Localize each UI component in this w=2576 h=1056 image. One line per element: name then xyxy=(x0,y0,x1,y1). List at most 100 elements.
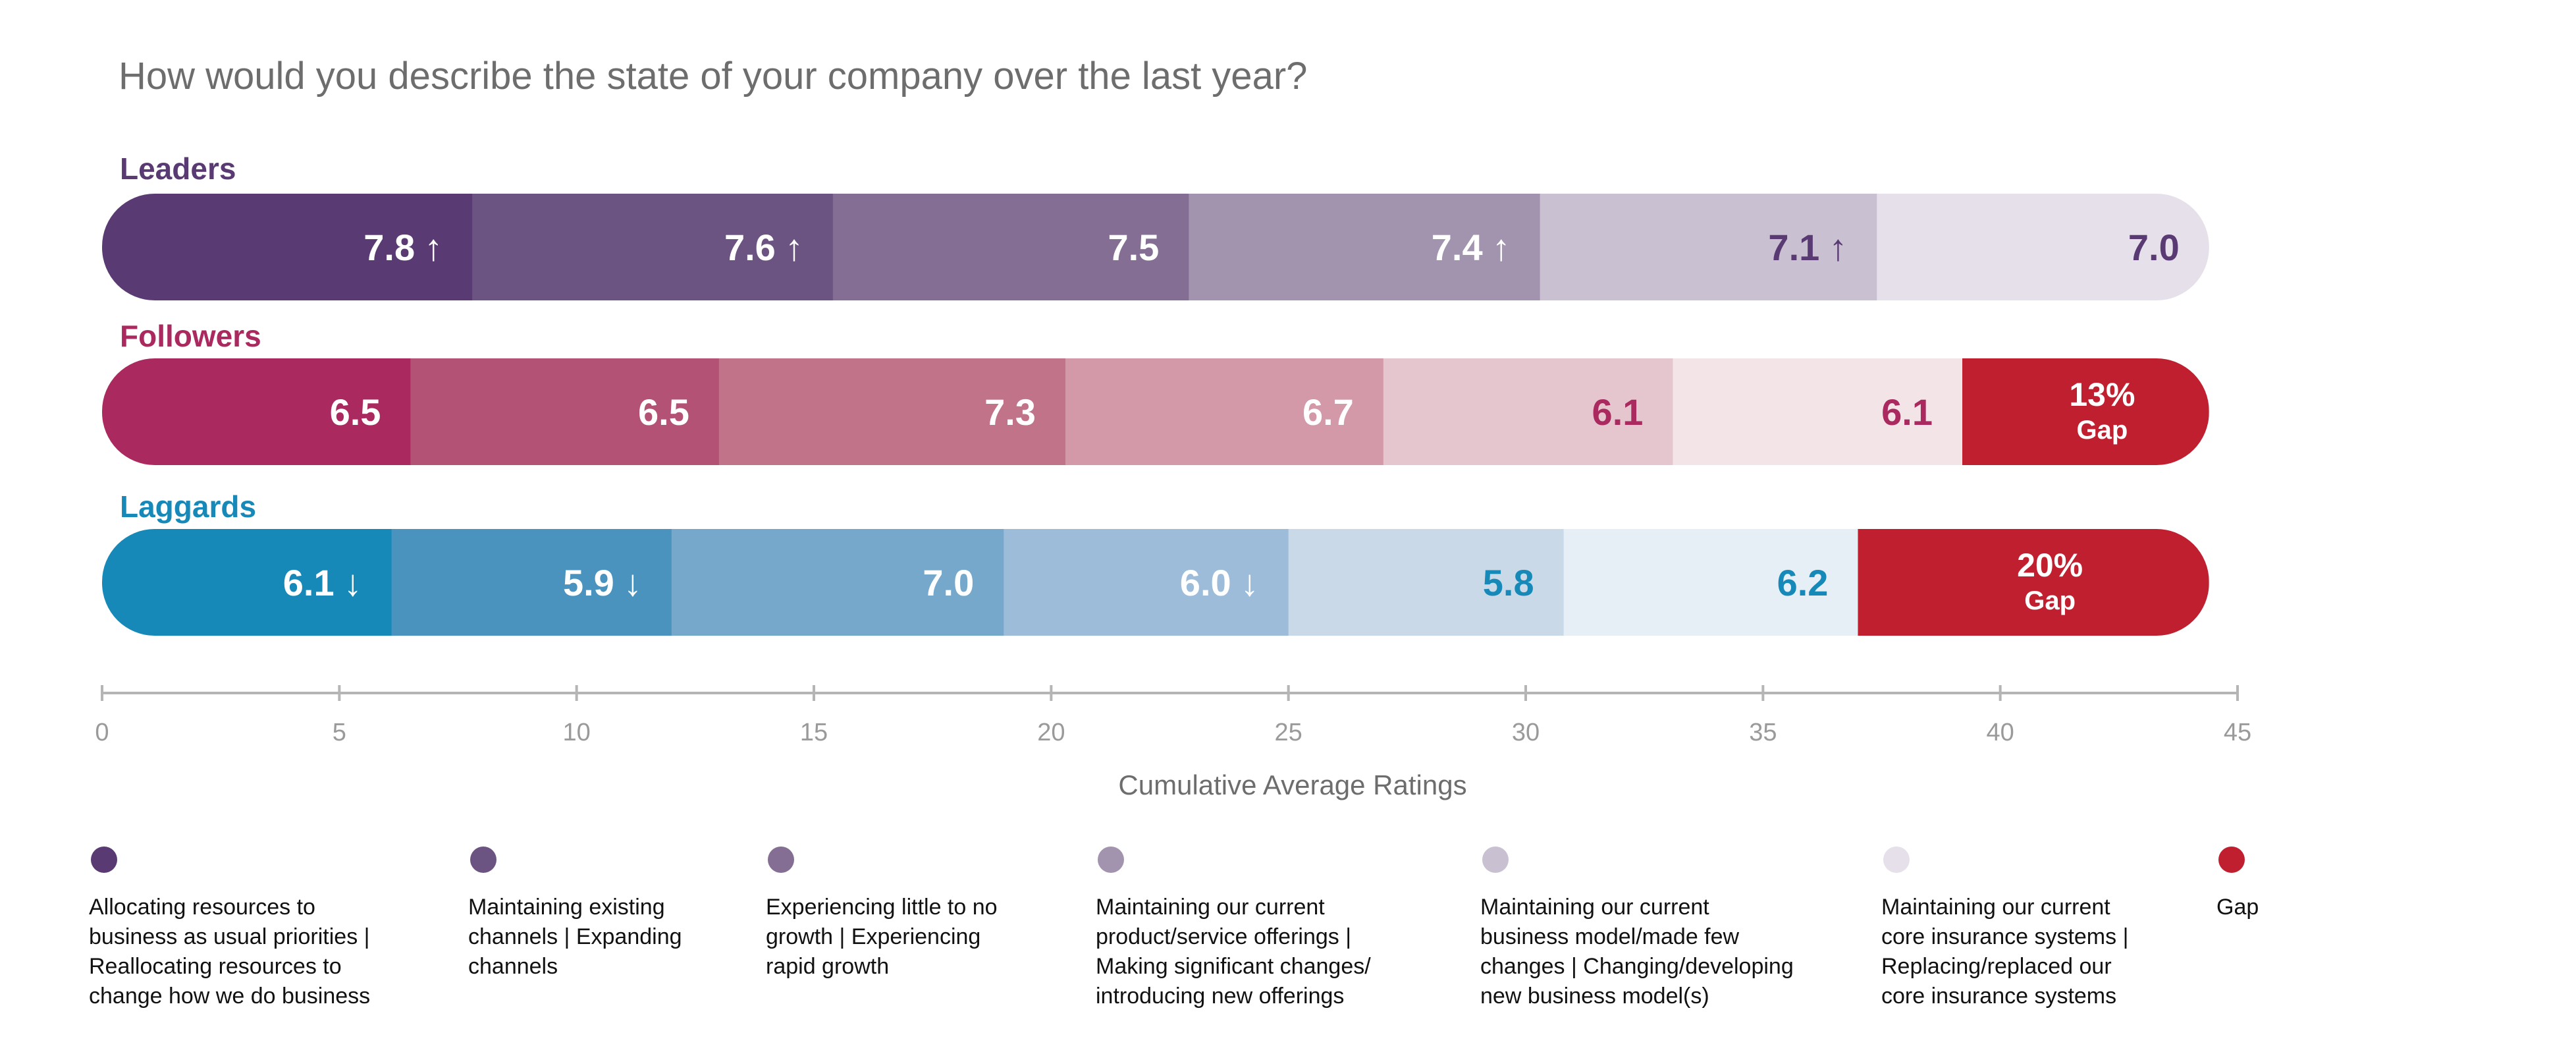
legend-label-line: channels | Expanding xyxy=(468,924,682,949)
data-label: 6.1 xyxy=(1592,391,1644,433)
x-tick-label: 30 xyxy=(1512,719,1540,746)
legend-label-line: Maintaining existing xyxy=(468,895,665,920)
arrow-down-icon: ↓ xyxy=(344,562,362,603)
data-label: 6.5 xyxy=(330,391,381,433)
chart-title: How would you describe the state of your… xyxy=(119,55,1308,97)
bar-followers xyxy=(102,358,2209,465)
legend-label: Maintaining our current core insurance sy… xyxy=(1881,893,2128,1011)
arrow-up-icon: ↑ xyxy=(785,227,803,268)
legend-label-line: Reallocating resources to xyxy=(89,954,342,979)
data-label-value: 7.5 xyxy=(1108,227,1159,268)
legend-label: Gap xyxy=(2216,893,2259,922)
x-tick-label: 10 xyxy=(563,719,591,746)
legend-item: Maintaining existing channels | Expanding… xyxy=(468,847,682,982)
legend-label-line: Gap xyxy=(2216,895,2259,920)
data-label: 6.5 xyxy=(638,391,689,433)
bar-segment xyxy=(1065,358,1384,465)
legend-label-line: changes | Changing/developing xyxy=(1480,954,1794,979)
data-label: 7.1 ↑ xyxy=(1768,227,1847,268)
x-tick-label: 40 xyxy=(1987,719,2014,746)
bar-segment xyxy=(1563,529,1858,636)
data-label-value: 5.8 xyxy=(1483,562,1534,603)
data-label-value: 6.2 xyxy=(1777,562,1829,603)
x-tick-label: 25 xyxy=(1275,719,1302,746)
arrow-down-icon: ↓ xyxy=(1241,562,1259,603)
data-label-value: 6.1 xyxy=(1592,391,1644,433)
legend-item: Maintaining our current core insurance sy… xyxy=(1881,847,2128,1011)
x-tick-label: 35 xyxy=(1749,719,1777,746)
data-label: 5.9 ↓ xyxy=(563,562,642,603)
data-label: 7.0 xyxy=(2128,227,2180,268)
legend-label-line: Maintaining our current xyxy=(1881,895,2110,920)
legend-label: Maintaining our current product/service o… xyxy=(1096,893,1371,1011)
bar-segment xyxy=(832,194,1189,300)
data-label-value: 5.9 xyxy=(563,562,614,603)
data-label: 7.3 xyxy=(984,391,1036,433)
gap-percent: 20% xyxy=(2017,547,2083,584)
bar-segment xyxy=(391,529,672,636)
data-label: 6.2 xyxy=(1777,562,1829,603)
data-label-value: 6.5 xyxy=(330,391,381,433)
x-tick-label: 15 xyxy=(800,719,828,746)
legend-label-line: Maintaining our current xyxy=(1096,895,1325,920)
data-label: 7.4 ↑ xyxy=(1432,227,1511,268)
legend-label-line: core insurance systems | xyxy=(1881,924,2129,949)
bar-segment xyxy=(1004,529,1289,636)
data-label: 7.8 ↑ xyxy=(363,227,443,268)
gap-percent: 13% xyxy=(2069,376,2135,413)
bar-segment xyxy=(102,194,473,300)
legend-label-line: rapid growth xyxy=(766,954,890,979)
data-label-value: 6.5 xyxy=(638,391,689,433)
legend-label: Maintaining our current business model/ma… xyxy=(1480,893,1794,1011)
legend-item: Maintaining our current product/service o… xyxy=(1096,847,1371,1011)
data-label: 6.1 xyxy=(1881,391,1933,433)
legend-label-line: growth | Experiencing xyxy=(766,924,981,949)
data-label: 7.6 ↑ xyxy=(724,227,803,268)
legend-swatch xyxy=(91,847,117,873)
legend-item: Gap xyxy=(2216,847,2259,922)
legend-swatch xyxy=(1098,847,1124,873)
arrow-up-icon: ↑ xyxy=(1492,227,1511,268)
data-label: 7.0 xyxy=(923,562,974,603)
legend-swatch xyxy=(1883,847,1910,873)
bar-segment xyxy=(718,358,1066,465)
data-label-value: 6.0 xyxy=(1180,562,1231,603)
data-label-value: 7.3 xyxy=(984,391,1036,433)
legend-swatch xyxy=(470,847,496,873)
legend-label: Experiencing little to no growth | Experi… xyxy=(766,893,998,982)
data-label-value: 7.0 xyxy=(2128,227,2180,268)
legend-label-line: core insurance systems xyxy=(1881,984,2117,1009)
data-label-value: 7.8 xyxy=(363,227,415,268)
arrow-down-icon: ↓ xyxy=(624,562,642,603)
legend-label-line: business model/made few xyxy=(1480,924,1740,949)
bar-segment xyxy=(1288,529,1565,636)
legend-label-line: channels xyxy=(468,954,558,979)
data-label: 7.5 xyxy=(1108,227,1159,268)
legend-item: Allocating resources to business as usual… xyxy=(89,847,370,1011)
legend-item: Maintaining our current business model/ma… xyxy=(1480,847,1794,1011)
x-tick-label: 20 xyxy=(1037,719,1065,746)
bar-segment xyxy=(1673,358,1963,465)
legend-label-line: new business model(s) xyxy=(1480,984,1709,1009)
legend-label-line: Maintaining our current xyxy=(1480,895,1709,920)
legend-label: Allocating resources to business as usual… xyxy=(89,893,370,1011)
gap-segment xyxy=(1962,358,2209,465)
group-label-leaders: Leaders xyxy=(120,152,236,186)
gap-label: Gap xyxy=(2076,416,2128,445)
bar-segment xyxy=(1383,358,1673,465)
data-label-value: 7.1 xyxy=(1768,227,1819,268)
data-label-value: 6.1 xyxy=(283,562,335,603)
bar-segment xyxy=(671,529,1004,636)
legend-label-line: Experiencing little to no xyxy=(766,895,998,920)
bar-segment xyxy=(410,358,720,465)
x-axis-title: Cumulative Average Ratings xyxy=(1118,769,1466,800)
data-label: 6.7 xyxy=(1302,391,1354,433)
legend-label-line: Making significant changes/ xyxy=(1096,954,1371,979)
legend-label: Maintaining existing channels | Expanding… xyxy=(468,893,682,982)
group-label-laggards: Laggards xyxy=(120,489,256,524)
x-tick-label: 45 xyxy=(2224,719,2251,746)
bar-segment xyxy=(1540,194,1877,300)
bar-leaders xyxy=(102,194,2209,300)
legend-item: Experiencing little to no growth | Experi… xyxy=(766,847,998,982)
